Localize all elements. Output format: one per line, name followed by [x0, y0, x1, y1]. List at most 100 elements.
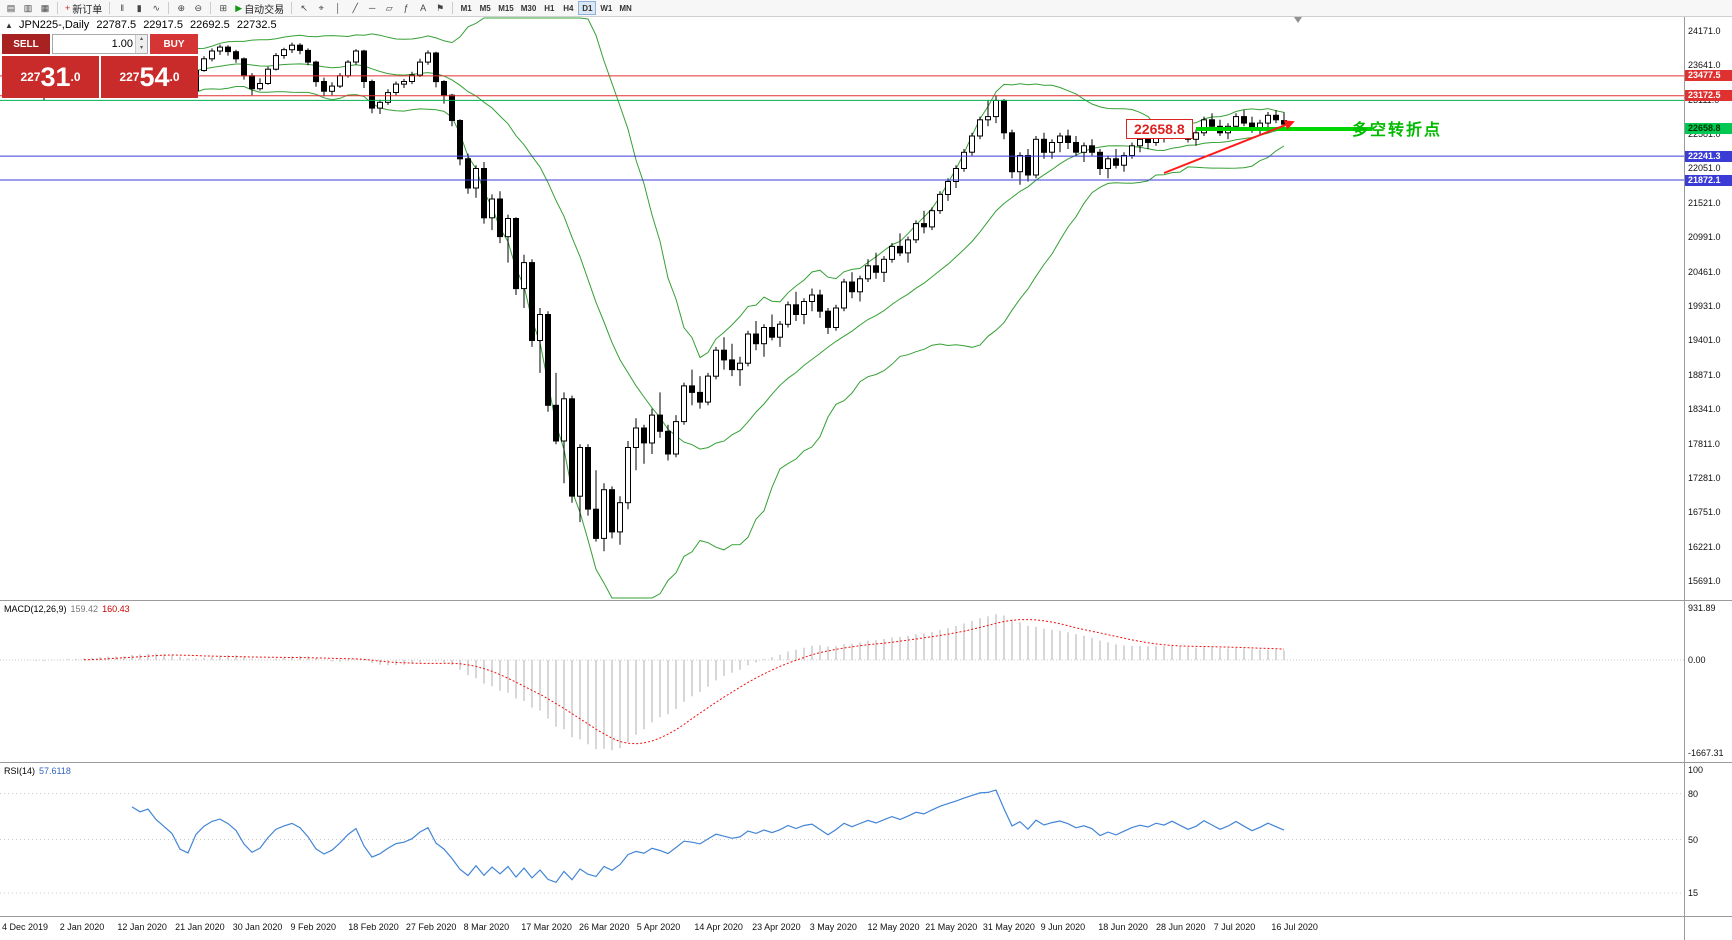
price-tick: 16221.0 — [1688, 541, 1721, 552]
macd-main-value: 159.42 — [70, 604, 99, 614]
zoom-out-icon[interactable]: ⊖ — [190, 1, 206, 15]
time-axis-label: 18 Feb 2020 — [348, 922, 399, 932]
time-axis-label: 4 Dec 2019 — [2, 922, 49, 932]
volume-increase-button[interactable]: ▴ — [136, 35, 147, 44]
time-axis-label: 23 Apr 2020 — [752, 922, 801, 932]
pane-separator-rsi-timeaxis[interactable] — [0, 916, 1732, 917]
new-chart-icon[interactable]: ▤ — [3, 1, 19, 15]
time-axis-label: 27 Feb 2020 — [405, 922, 457, 932]
time-axis-label: 18 Jun 2020 — [1098, 922, 1148, 932]
price-tick: 21521.0 — [1688, 197, 1721, 208]
cursor-icon[interactable]: ↖ — [296, 1, 312, 15]
volume-decrease-button[interactable]: ▾ — [136, 44, 147, 53]
tile-windows-icon[interactable]: ⊞ — [215, 1, 231, 15]
toolbar-separator — [210, 2, 212, 14]
ask-suffix: .0 — [169, 70, 180, 84]
timeframe-mn-button[interactable]: MN — [616, 1, 634, 15]
turning-point-annotation[interactable]: 多空转折点 — [1352, 122, 1443, 139]
timeframe-d1-button[interactable]: D1 — [578, 1, 597, 15]
rsi-axis-label: 15 — [1688, 888, 1699, 899]
rsi-name: RSI(14) — [4, 766, 36, 776]
bid-prefix: 227 — [20, 70, 41, 84]
toolbar-separator — [57, 2, 58, 14]
rsi-indicator-canvas[interactable] — [0, 763, 1684, 916]
macd-axis-label: 931.89 — [1688, 602, 1716, 613]
price-tick: 18871.0 — [1688, 369, 1721, 380]
bid-big-digits: 31 — [40, 61, 71, 92]
buy-button[interactable]: BUY — [150, 34, 198, 54]
rsi-axis-label: 100 — [1688, 765, 1704, 775]
toolbar: ▤ ▥ ▦ + 新订单 ‖ ▮ ∿ ⊕ ⊖ ⊞ ▶ 自动交易 ↖ ⌖ │ ╱ ─ ▱ ƒ A ⚑ M1 M5 M15 M30 H1 H… — [0, 0, 1732, 17]
price-tick: 22051.0 — [1688, 163, 1721, 174]
time-axis-label: 9 Jun 2020 — [1040, 922, 1086, 932]
chart-shift-marker[interactable] — [1294, 17, 1302, 23]
time-axis-label: 21 May 2020 — [925, 922, 978, 932]
timeframe-m15-button[interactable]: M15 — [495, 1, 517, 15]
time-axis[interactable]: 4 Dec 2019 2 Jan 2020 12 Jan 2020 21 Jan 20… — [0, 920, 1684, 940]
time-axis-label: 5 Apr 2020 — [636, 922, 681, 932]
timeframe-h4-button[interactable]: H4 — [559, 1, 577, 15]
timeframe-m1-button[interactable]: M1 — [457, 1, 475, 15]
vertical-line-icon[interactable]: │ — [330, 1, 346, 15]
price-axis-border — [1684, 16, 1685, 940]
toolbar-separator — [168, 2, 170, 14]
timeframe-m30-button[interactable]: M30 — [518, 1, 540, 15]
profiles-icon[interactable]: ▥ — [20, 1, 36, 15]
zoom-in-icon[interactable]: ⊕ — [173, 1, 189, 15]
price-tick: 17811.0 — [1688, 438, 1720, 449]
close-value: 22732.5 — [236, 19, 277, 31]
pane-separator-main-macd[interactable] — [0, 600, 1732, 601]
time-axis-label: 7 Jul 2020 — [1213, 922, 1256, 932]
time-axis-label: 21 Jan 2020 — [175, 922, 225, 932]
collapse-panel-icon[interactable]: ▲ — [5, 21, 13, 30]
bar-chart-icon[interactable]: ‖ — [114, 1, 130, 15]
time-axis-label: 16 Jul 2020 — [1271, 922, 1318, 932]
high-value: 22917.5 — [143, 19, 183, 31]
low-value: 22692.5 — [190, 19, 230, 31]
macd-axis-label: -1667.31 — [1688, 748, 1724, 759]
timeframe-h1-button[interactable]: H1 — [540, 1, 558, 15]
time-axis-label: 12 May 2020 — [867, 922, 920, 932]
macd-indicator-canvas[interactable] — [0, 601, 1684, 762]
buy-price-panel[interactable]: 227 54.0 — [101, 56, 198, 98]
price-line-label: 21872.1 — [1685, 174, 1732, 186]
rsi-axis-label: 80 — [1688, 788, 1699, 799]
price-line-label: 22658.8 — [1685, 123, 1732, 135]
sell-button[interactable]: SELL — [2, 34, 50, 54]
timeframe-w1-button[interactable]: W1 — [597, 1, 615, 15]
price-line-label: 22241.3 — [1685, 150, 1732, 162]
candlestick-chart-icon[interactable]: ▮ — [131, 1, 147, 15]
trendline-icon[interactable]: ╱ — [347, 1, 363, 15]
price-axis[interactable]: 24171.023641.023111.022581.022051.021521… — [1685, 16, 1732, 940]
price-tick: 20991.0 — [1688, 232, 1721, 243]
timeframe-m5-button[interactable]: M5 — [476, 1, 494, 15]
fibonacci-icon[interactable]: ƒ — [398, 1, 414, 15]
horizontal-line-icon[interactable]: ─ — [364, 1, 380, 15]
template-icon[interactable]: ▦ — [37, 1, 53, 15]
equidistant-channel-icon[interactable]: ▱ — [381, 1, 397, 15]
new-order-button[interactable]: + 新订单 — [62, 1, 105, 16]
pane-separator-macd-rsi[interactable] — [0, 762, 1732, 763]
price-tick: 17281.0 — [1688, 472, 1721, 483]
time-axis-label: 14 Apr 2020 — [694, 922, 743, 932]
ask-big-digits: 54 — [139, 61, 170, 92]
main-chart-canvas[interactable] — [0, 16, 1684, 600]
sell-price-panel[interactable]: 227 31.0 — [2, 56, 99, 98]
volume-input[interactable] — [53, 35, 135, 53]
price-line-label: 23172.5 — [1685, 90, 1732, 102]
price-tick: 24171.0 — [1688, 25, 1721, 36]
price-annotation-box[interactable]: 22658.8 — [1126, 118, 1193, 139]
time-axis-label: 26 Mar 2020 — [579, 922, 630, 932]
rsi-axis-label: 50 — [1688, 834, 1699, 845]
arrow-tools-icon[interactable]: ⚑ — [432, 1, 448, 15]
text-label-icon[interactable]: A — [415, 1, 431, 15]
crosshair-icon[interactable]: ⌖ — [313, 1, 329, 15]
time-axis-label: 17 Mar 2020 — [521, 922, 572, 932]
toolbar-separator — [109, 2, 111, 14]
auto-trading-button[interactable]: ▶ 自动交易 — [232, 1, 287, 16]
price-tick: 19401.0 — [1688, 335, 1721, 346]
time-axis-label: 28 Jun 2020 — [1156, 922, 1206, 932]
line-chart-icon[interactable]: ∿ — [148, 1, 164, 15]
macd-name: MACD(12,26,9) — [4, 604, 67, 614]
